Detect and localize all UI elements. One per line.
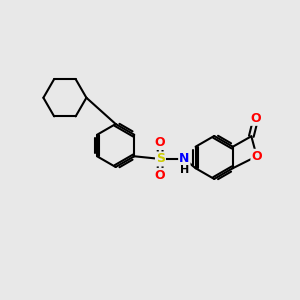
Text: O: O — [251, 150, 262, 163]
Text: O: O — [154, 136, 165, 149]
Text: O: O — [154, 169, 165, 182]
Text: H: H — [180, 165, 189, 175]
Text: S: S — [156, 152, 165, 166]
Text: O: O — [250, 112, 261, 125]
Text: N: N — [179, 152, 190, 166]
